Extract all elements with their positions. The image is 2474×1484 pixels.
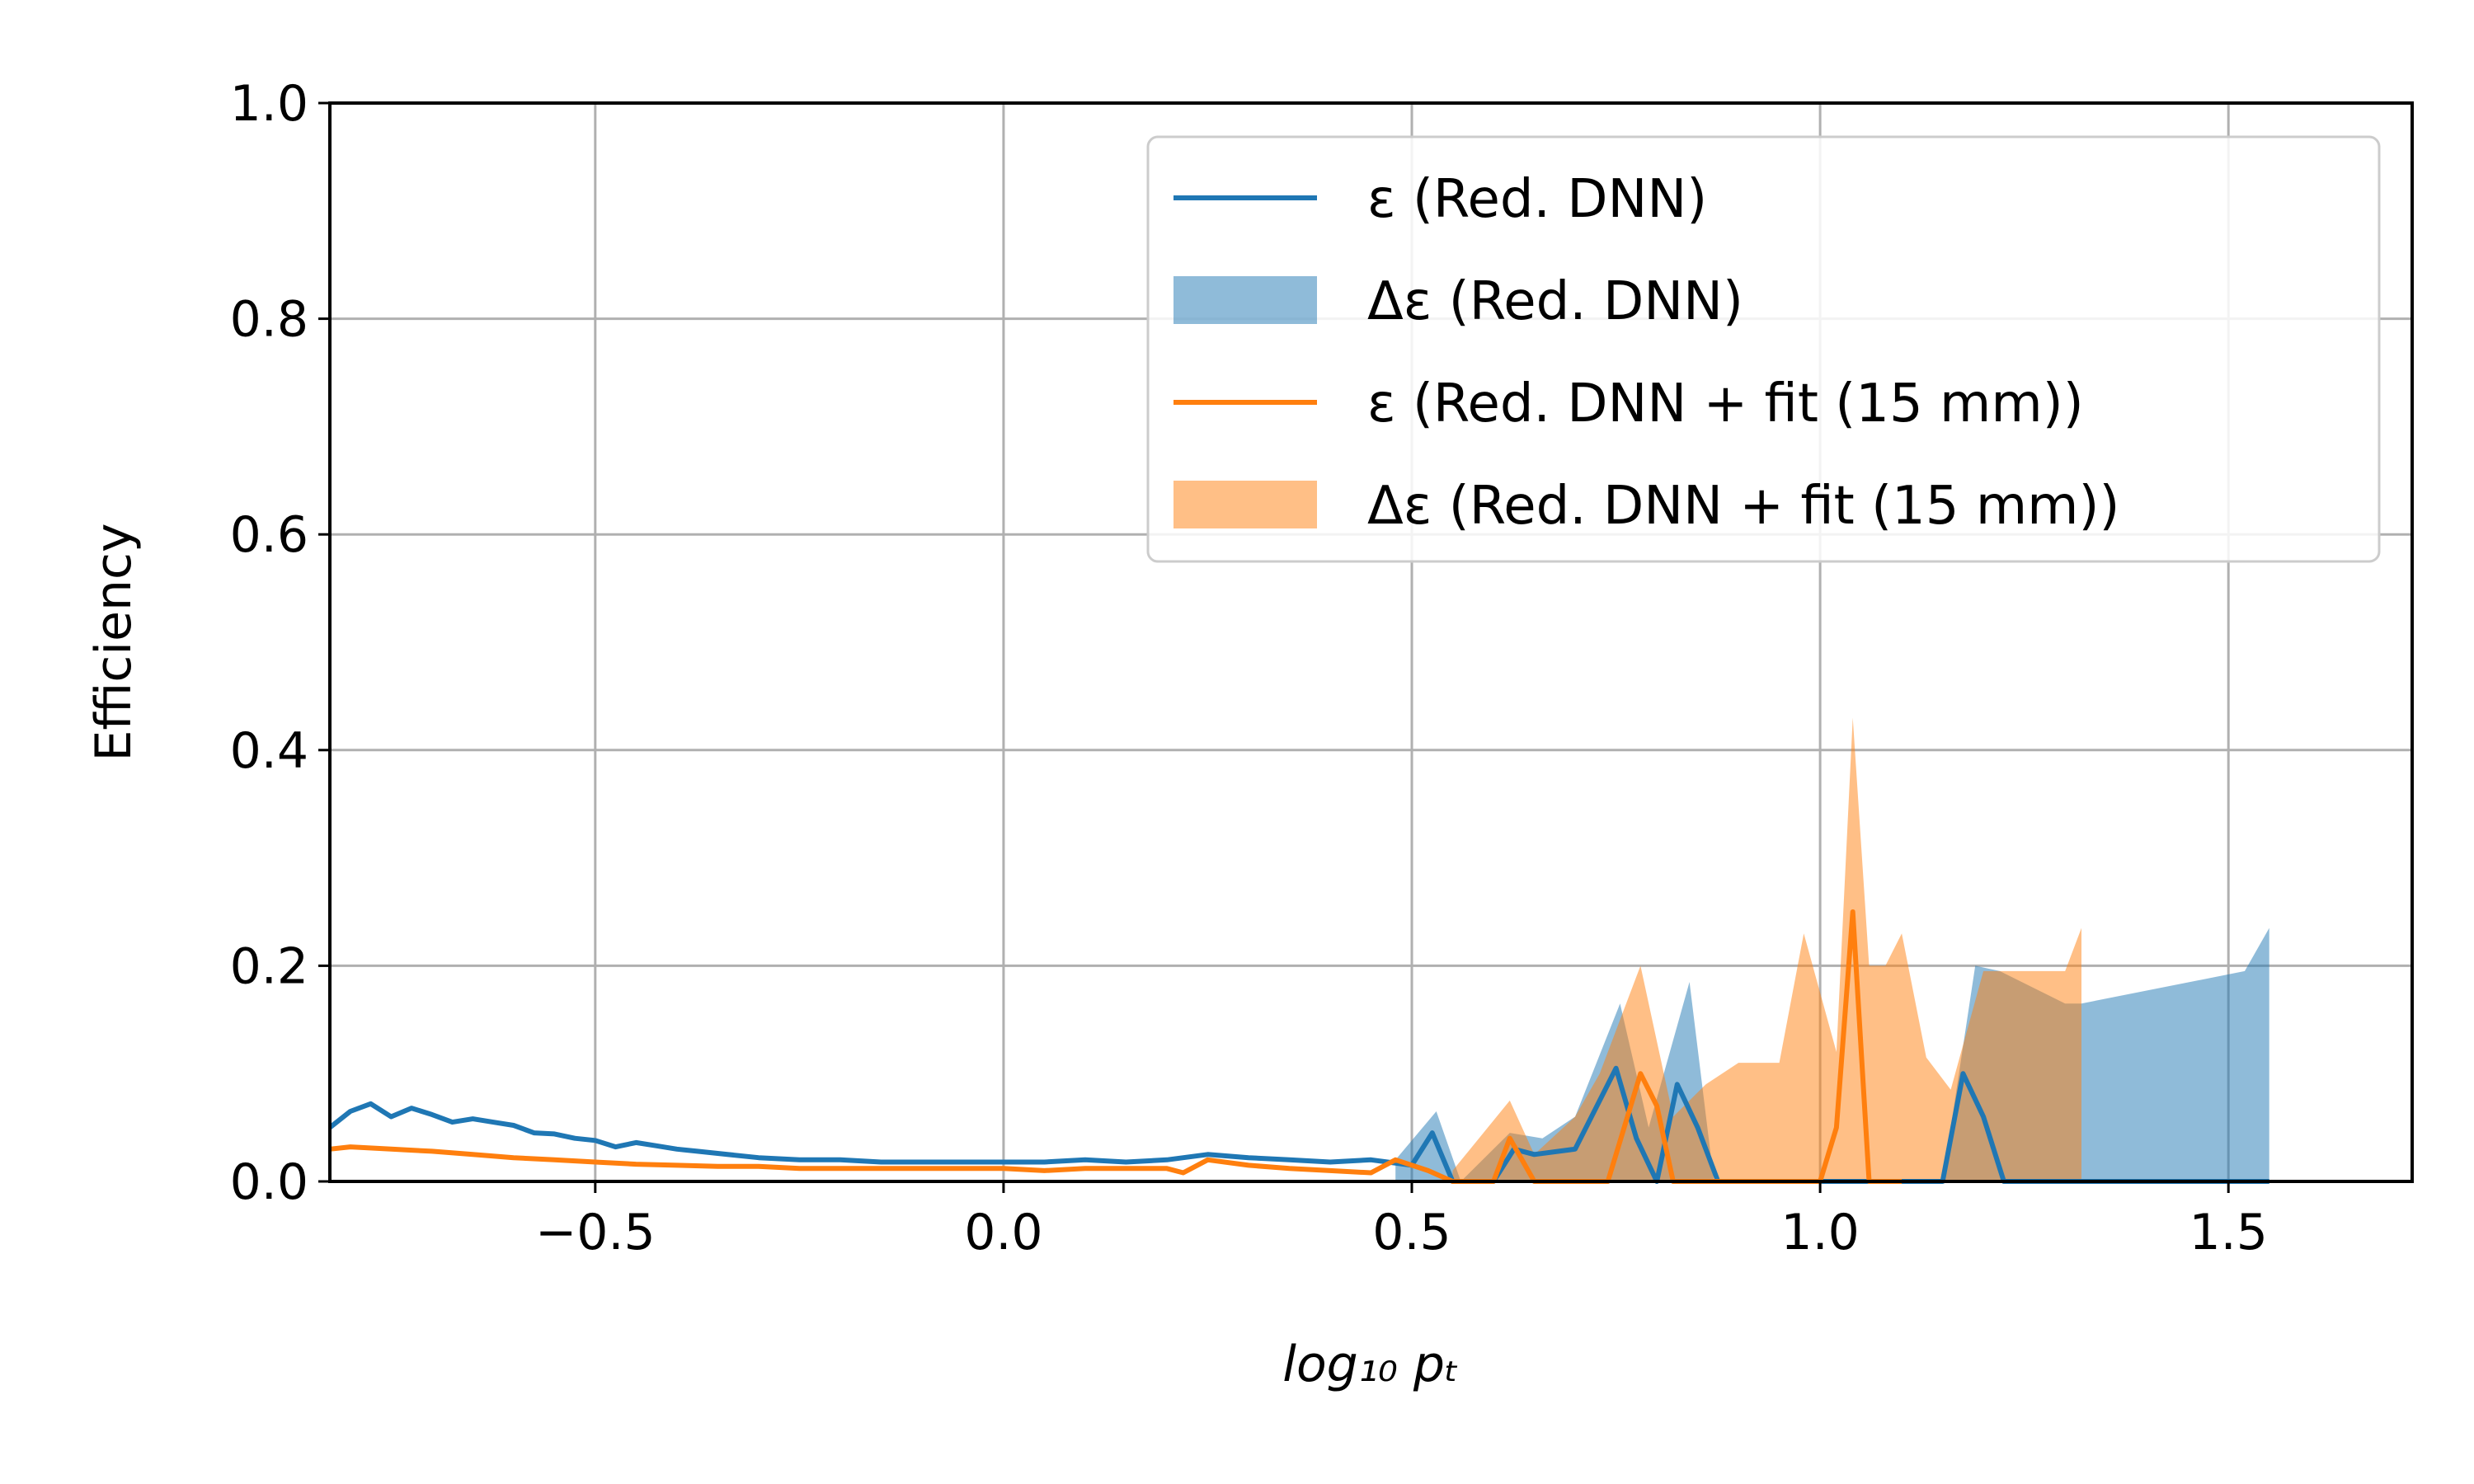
x-axis-ticks: −0.5 0.0 0.5 1.0 1.5 — [535, 1181, 2268, 1261]
legend-entry: ε (Red. DNN + fit (15 mm)) — [1174, 373, 2084, 434]
y-tick-label: 1.0 — [230, 75, 308, 133]
x-tick: 0.5 — [1372, 1181, 1451, 1261]
y-axis-ticks: 0.0 0.2 0.4 0.6 0.8 1.0 — [230, 75, 330, 1211]
legend-label: Δε (Red. DNN) — [1367, 271, 1743, 332]
y-tick: 1.0 — [230, 75, 330, 133]
y-tick: 0.6 — [230, 506, 330, 564]
plot-frame — [328, 101, 2414, 1183]
x-tick-label: 0.5 — [1372, 1204, 1451, 1261]
y-tick-label: 0.8 — [230, 291, 308, 349]
y-tick-label: 0.4 — [230, 722, 308, 780]
x-tick-label: 0.0 — [964, 1204, 1042, 1261]
y-tick: 0.4 — [230, 722, 330, 780]
line-series — [328, 1065, 2269, 1184]
legend-label: ε (Red. DNN + fit (15 mm)) — [1367, 373, 2084, 434]
y-tick: 0.2 — [230, 937, 330, 995]
y-tick-label: 0.6 — [230, 506, 308, 564]
x-tick-label: 1.0 — [1780, 1204, 1859, 1261]
x-axis-label: log₁₀ pₜ — [1282, 1336, 1459, 1393]
y-tick-label: 0.0 — [230, 1153, 308, 1211]
uncertainty-bands — [1395, 717, 2269, 1181]
line-series — [329, 909, 1903, 1184]
legend-label: Δε (Red. DNN + fit (15 mm)) — [1367, 476, 2119, 537]
x-tick: 1.0 — [1780, 1181, 1860, 1261]
legend-frame — [1146, 135, 2381, 563]
y-axis-label: Efficiency — [85, 523, 143, 761]
legend-entry: Δε (Red. DNN) — [1174, 271, 1743, 332]
x-tick: 1.5 — [2189, 1181, 2268, 1261]
x-tick-label: −0.5 — [535, 1204, 656, 1261]
y-tick: 0.8 — [230, 291, 330, 349]
y-tick: 0.0 — [230, 1153, 330, 1211]
x-tick: −0.5 — [535, 1181, 656, 1261]
efficiency-lines — [328, 909, 2269, 1184]
legend-label: ε (Red. DNN) — [1367, 169, 1707, 230]
legend-entry: ε (Red. DNN) — [1174, 169, 1707, 230]
x-tick: 0.0 — [964, 1181, 1043, 1261]
band-series — [1452, 717, 2081, 1181]
x-tick-label: 1.5 — [2189, 1204, 2267, 1261]
legend-entry: Δε (Red. DNN + fit (15 mm)) — [1174, 476, 2119, 537]
legend-band-swatch — [1174, 481, 1317, 528]
legend-band-swatch — [1174, 276, 1317, 324]
legend: ε (Red. DNN) Δε (Red. DNN) ε (Red. DNN + f… — [1146, 135, 2381, 563]
y-tick-label: 0.2 — [230, 937, 308, 995]
